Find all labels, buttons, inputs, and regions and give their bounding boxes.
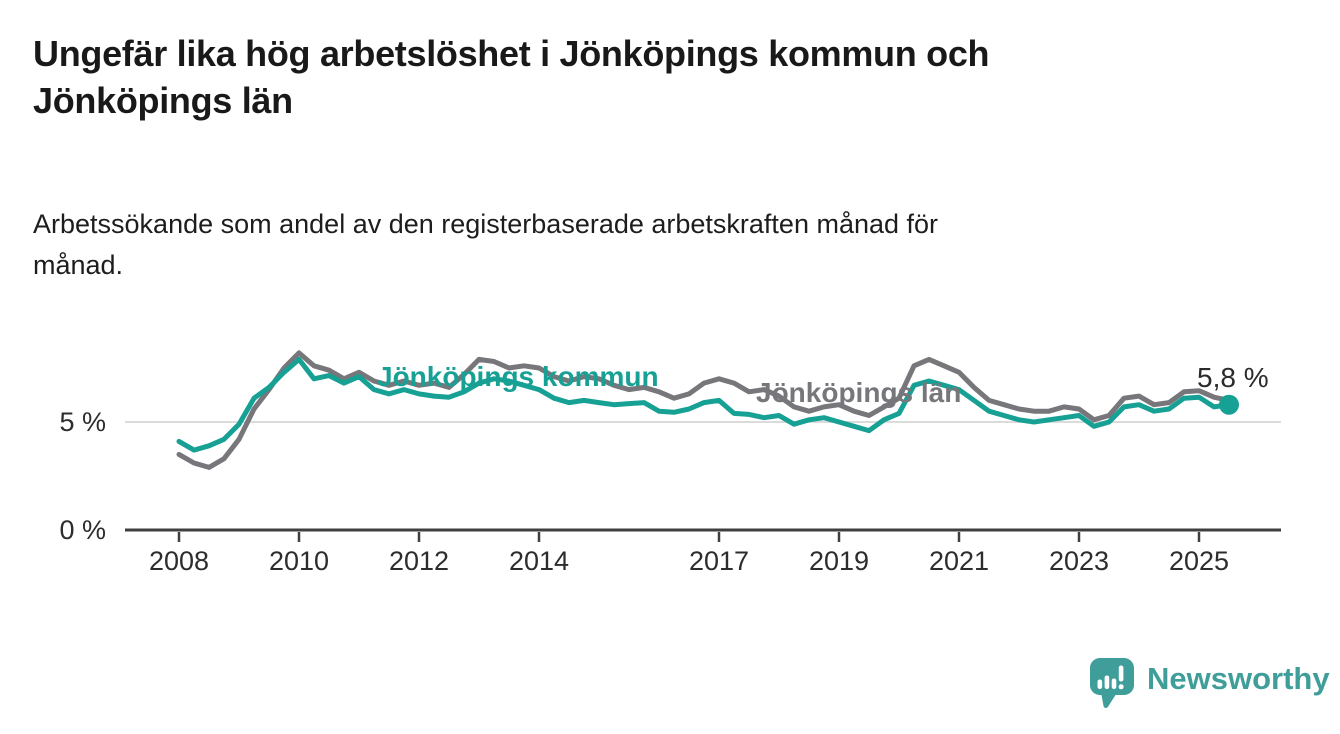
series-line-kommun — [176, 356, 1232, 453]
x-tick-label-2008: 2008 — [148, 546, 210, 576]
x-tick-label-2014: 2014 — [508, 546, 570, 576]
x-tick-label-2017: 2017 — [688, 546, 750, 576]
series-label-kommun: Jönköpings kommun — [377, 361, 659, 392]
x-tick-label-2019: 2019 — [808, 546, 870, 576]
speech-bubble-bar-chart-icon — [1090, 658, 1134, 708]
x-tick-label-2012: 2012 — [388, 546, 450, 576]
title-line-1: Ungefär lika hög arbetslöshet i Jönköpin… — [33, 33, 990, 74]
end-value-dot — [1219, 394, 1239, 415]
x-tick-label-2025: 2025 — [1168, 546, 1230, 576]
latest-value-annotation: 5,8 % — [1197, 362, 1269, 393]
series-line-lan — [176, 350, 1232, 470]
x-tick-label-2010: 2010 — [268, 546, 330, 576]
chart-subtitle: Arbetssökande som andel av den registerb… — [33, 204, 1273, 286]
y-tick-label-0: 0 % — [59, 515, 106, 545]
y-tick-label-5: 5 % — [59, 407, 106, 437]
x-tick-label-2023: 2023 — [1048, 546, 1110, 576]
subtitle-line-2: månad. — [33, 250, 124, 280]
title-line-2: Jönköpings län — [33, 80, 293, 121]
subtitle-line-1: Arbetssökande som andel av den registerb… — [33, 209, 939, 239]
series-label-lan: Jönköpings län — [756, 377, 962, 408]
newsworthy-logo: Newsworthy — [1088, 656, 1330, 712]
brand-name: Newsworthy — [1147, 661, 1330, 696]
page-title: Ungefär lika hög arbetslöshet i Jönköpin… — [33, 30, 1313, 124]
x-tick-label-2021: 2021 — [928, 546, 990, 576]
